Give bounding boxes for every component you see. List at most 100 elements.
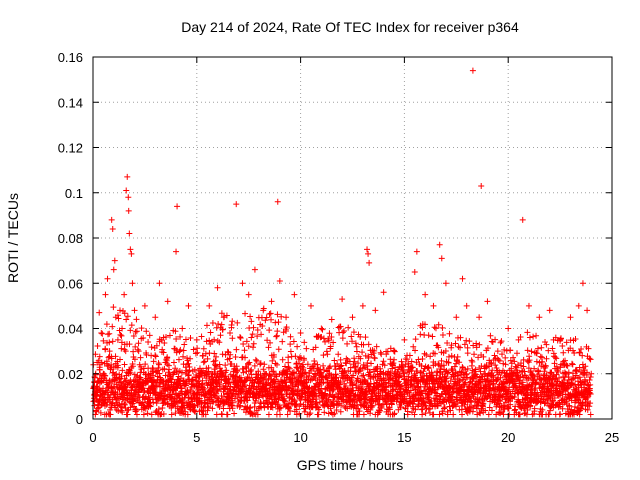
data-point — [259, 392, 266, 399]
data-point — [498, 338, 505, 345]
data-point — [327, 405, 334, 412]
data-point — [461, 341, 468, 348]
data-point — [350, 396, 357, 403]
data-point — [377, 349, 384, 356]
data-point — [262, 376, 269, 383]
data-point — [557, 336, 564, 343]
data-point — [274, 328, 281, 335]
data-point — [439, 410, 446, 417]
data-point — [124, 313, 131, 320]
data-point — [337, 323, 344, 330]
data-point — [179, 325, 186, 332]
data-point — [575, 302, 582, 309]
data-point — [323, 348, 330, 355]
data-point — [365, 250, 372, 257]
data-point — [572, 367, 579, 374]
data-point — [551, 360, 558, 367]
data-point — [267, 310, 274, 317]
data-point — [266, 372, 273, 379]
data-point — [253, 384, 260, 391]
data-point — [253, 357, 260, 364]
data-point — [547, 407, 554, 414]
data-point — [200, 408, 207, 415]
data-point — [517, 362, 524, 369]
data-point — [119, 367, 126, 374]
data-point — [565, 369, 572, 376]
data-point — [211, 350, 218, 357]
data-point — [311, 358, 318, 365]
data-point — [473, 344, 480, 351]
data-point — [168, 411, 175, 418]
data-point — [483, 364, 490, 371]
data-point — [569, 370, 576, 377]
data-point — [135, 348, 142, 355]
data-point — [131, 356, 138, 363]
data-point — [572, 335, 579, 342]
data-point — [526, 357, 533, 364]
data-point — [477, 368, 484, 375]
data-point — [573, 368, 580, 375]
data-point — [138, 366, 145, 373]
data-point — [140, 411, 147, 418]
data-point — [372, 307, 379, 314]
data-point — [95, 399, 102, 406]
data-point — [272, 393, 279, 400]
y-tick-label: 0 — [76, 412, 83, 427]
data-point — [143, 328, 150, 335]
data-point — [342, 383, 349, 390]
data-point — [412, 392, 419, 399]
data-point — [353, 343, 360, 350]
data-point — [290, 338, 297, 345]
data-point — [232, 369, 239, 376]
data-point — [340, 328, 347, 335]
data-point — [537, 398, 544, 405]
data-point — [318, 334, 325, 341]
data-point — [261, 361, 268, 368]
data-point — [164, 298, 171, 305]
data-point — [296, 410, 303, 417]
data-point — [149, 372, 156, 379]
data-point — [301, 339, 308, 346]
plot-frame — [92, 56, 613, 420]
data-point — [528, 348, 535, 355]
x-tick-label: 5 — [193, 430, 200, 445]
data-point — [525, 302, 532, 309]
data-point — [576, 374, 583, 381]
data-point — [373, 343, 380, 350]
data-point — [513, 364, 520, 371]
data-point — [337, 379, 344, 386]
x-tick-label: 25 — [605, 430, 619, 445]
data-point — [137, 374, 144, 381]
data-point — [569, 376, 576, 383]
data-point — [383, 401, 390, 408]
data-point — [499, 393, 506, 400]
data-point — [563, 339, 570, 346]
data-point — [471, 351, 478, 358]
data-point — [417, 331, 424, 338]
data-point — [140, 334, 147, 341]
data-point — [167, 375, 174, 382]
data-point — [294, 343, 301, 350]
data-point — [125, 194, 132, 201]
data-point — [212, 362, 219, 369]
data-point — [142, 393, 149, 400]
data-point — [557, 364, 564, 371]
data-point — [102, 291, 109, 298]
data-point — [359, 349, 366, 356]
data-point — [339, 296, 346, 303]
data-point — [399, 368, 406, 375]
data-point — [469, 358, 476, 365]
data-point — [156, 361, 163, 368]
data-point — [371, 389, 378, 396]
data-point — [511, 358, 518, 365]
data-point — [161, 365, 168, 372]
data-point — [348, 391, 355, 398]
data-point — [466, 379, 473, 386]
data-point — [456, 359, 463, 366]
data-point — [125, 207, 132, 214]
data-point — [109, 323, 116, 330]
data-point — [339, 329, 346, 336]
data-point — [118, 332, 125, 339]
data-point — [319, 326, 326, 333]
data-point — [222, 362, 229, 369]
